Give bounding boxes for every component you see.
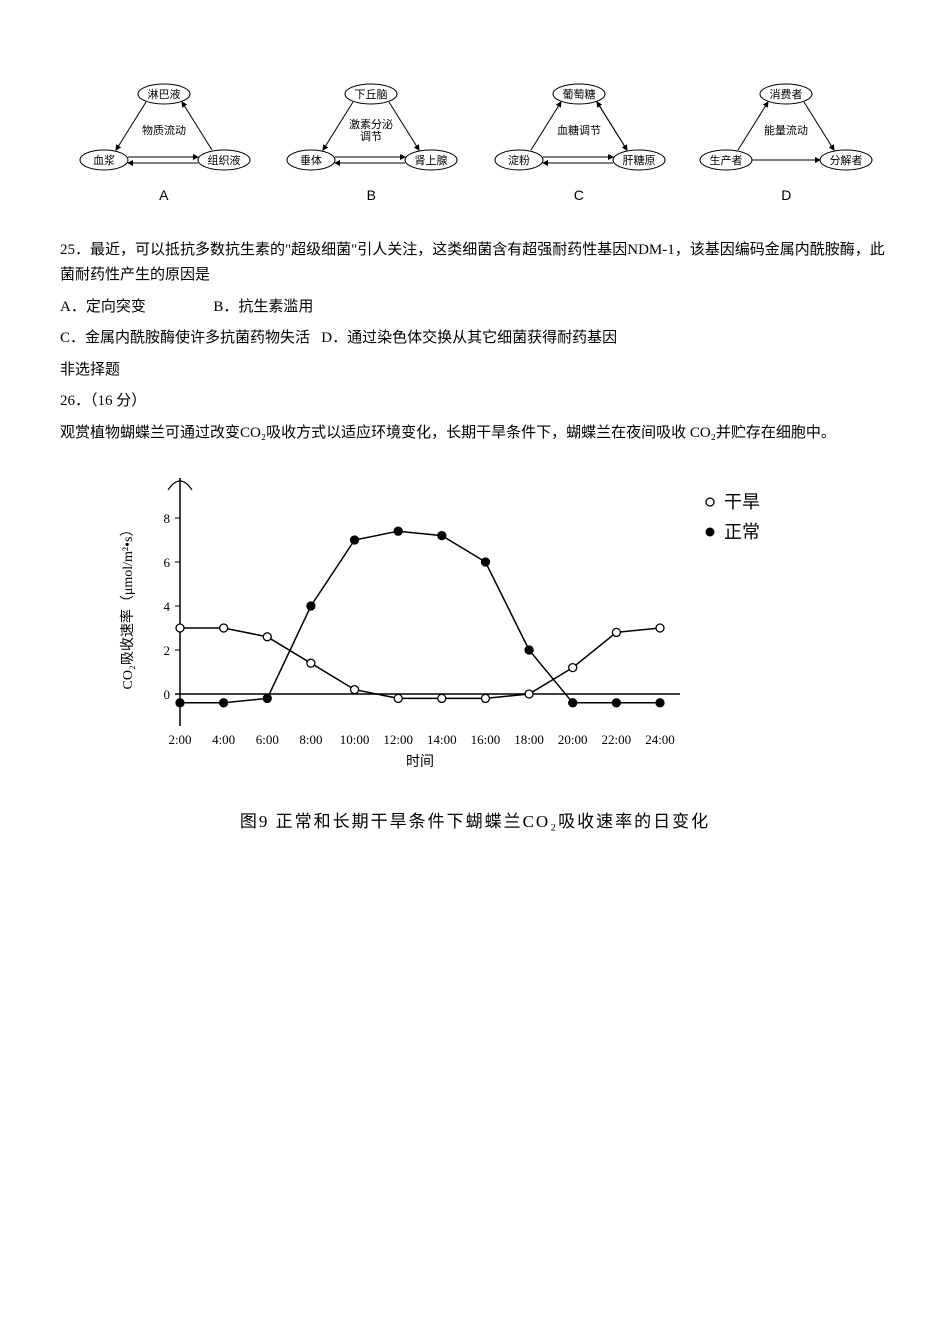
svg-text:8: 8 (164, 511, 171, 526)
q25-options: A．定向突变 B．抗生素滥用 (60, 295, 890, 321)
q26-stem: 观赏植物蝴蝶兰可通过改变CO₂吸收方式以适应环境变化，长期干旱条件下，蝴蝶兰在夜… (60, 421, 890, 447)
svg-text:物质流动: 物质流动 (142, 123, 186, 137)
svg-text:22:00: 22:00 (602, 732, 632, 747)
svg-text:4:00: 4:00 (212, 732, 235, 747)
svg-text:12:00: 12:00 (383, 732, 413, 747)
triangle-diagrams-row: 淋巴液 血浆 组织液 物质流动 A 下丘脑 垂体 肾上 (60, 80, 890, 208)
svg-text:生产者: 生产者 (710, 153, 743, 167)
q26-header: 26．（16 分） (60, 389, 890, 415)
non-choice-header: 非选择题 (60, 358, 890, 384)
svg-text:20:00: 20:00 (558, 732, 588, 747)
svg-text:14:00: 14:00 (427, 732, 457, 747)
diagram-C-label: C (489, 184, 669, 208)
svg-text:能量流动: 能量流动 (764, 123, 808, 137)
svg-text:调节: 调节 (360, 130, 382, 143)
svg-text:18:00: 18:00 (514, 732, 544, 747)
svg-text:24:00: 24:00 (645, 732, 675, 747)
q25-optA: A．定向突变 (60, 299, 146, 315)
svg-text:激素分泌: 激素分泌 (349, 117, 393, 131)
svg-text:淋巴液: 淋巴液 (147, 87, 180, 101)
svg-text:干旱: 干旱 (724, 492, 760, 512)
svg-text:葡萄糖: 葡萄糖 (562, 87, 595, 101)
diagram-B-label: B (281, 184, 461, 208)
svg-text:正常: 正常 (724, 522, 760, 542)
svg-text:16:00: 16:00 (471, 732, 501, 747)
svg-text:垂体: 垂体 (300, 153, 322, 167)
chart-caption: 图9 正常和长期干旱条件下蝴蝶兰CO₂吸收速率的日变化 (60, 808, 890, 837)
svg-text:消费者: 消费者 (770, 87, 803, 101)
q25-optD: D．通过染色体交换从其它细菌获得耐药基因 (321, 330, 617, 346)
diagram-D: 消费者 生产者 分解者 能量流动 D (696, 80, 876, 208)
svg-text:肝糖原: 肝糖原 (622, 153, 655, 167)
q25-options2: C．金属内酰胺酶使许多抗菌药物失活 D．通过染色体交换从其它细菌获得耐药基因 (60, 326, 890, 352)
svg-text:6: 6 (164, 555, 171, 570)
svg-text:0: 0 (164, 687, 171, 702)
svg-text:血糖调节: 血糖调节 (557, 123, 601, 137)
svg-text:分解者: 分解者 (830, 153, 863, 167)
svg-text:CO₂吸收速率（μmol/m²•s）: CO₂吸收速率（μmol/m²•s） (119, 523, 136, 690)
diagram-B: 下丘脑 垂体 肾上腺 激素分泌 调节 B (281, 80, 461, 208)
svg-text:下丘脑: 下丘脑 (355, 88, 388, 101)
svg-text:淀粉: 淀粉 (508, 153, 530, 167)
svg-text:10:00: 10:00 (340, 732, 370, 747)
q25-optC: C．金属内酰胺酶使许多抗菌药物失活 (60, 330, 310, 346)
svg-text:2: 2 (164, 643, 171, 658)
q25-stem: 25．最近，可以抵抗多数抗生素的"超级细菌"引人关注，这类细菌含有超强耐药性基因… (60, 238, 890, 289)
svg-text:2:00: 2:00 (168, 732, 191, 747)
svg-text:血浆: 血浆 (93, 153, 115, 167)
q25-optB: B．抗生素滥用 (213, 299, 313, 315)
svg-text:组织液: 组织液 (207, 153, 240, 167)
diagram-C: 葡萄糖 淀粉 肝糖原 血糖调节 C (489, 80, 669, 208)
svg-text:8:00: 8:00 (299, 732, 322, 747)
diagram-A-label: A (74, 184, 254, 208)
co2-chart: 0 2 4 6 8 2:00 4:00 6:00 8:00 10:00 12:00 14:00 16:0… (100, 466, 890, 796)
svg-text:4: 4 (164, 599, 171, 614)
diagram-D-label: D (696, 184, 876, 208)
svg-text:6:00: 6:00 (256, 732, 279, 747)
svg-text:肾上腺: 肾上腺 (415, 153, 448, 167)
svg-text:时间: 时间 (406, 754, 434, 770)
diagram-A: 淋巴液 血浆 组织液 物质流动 A (74, 80, 254, 208)
